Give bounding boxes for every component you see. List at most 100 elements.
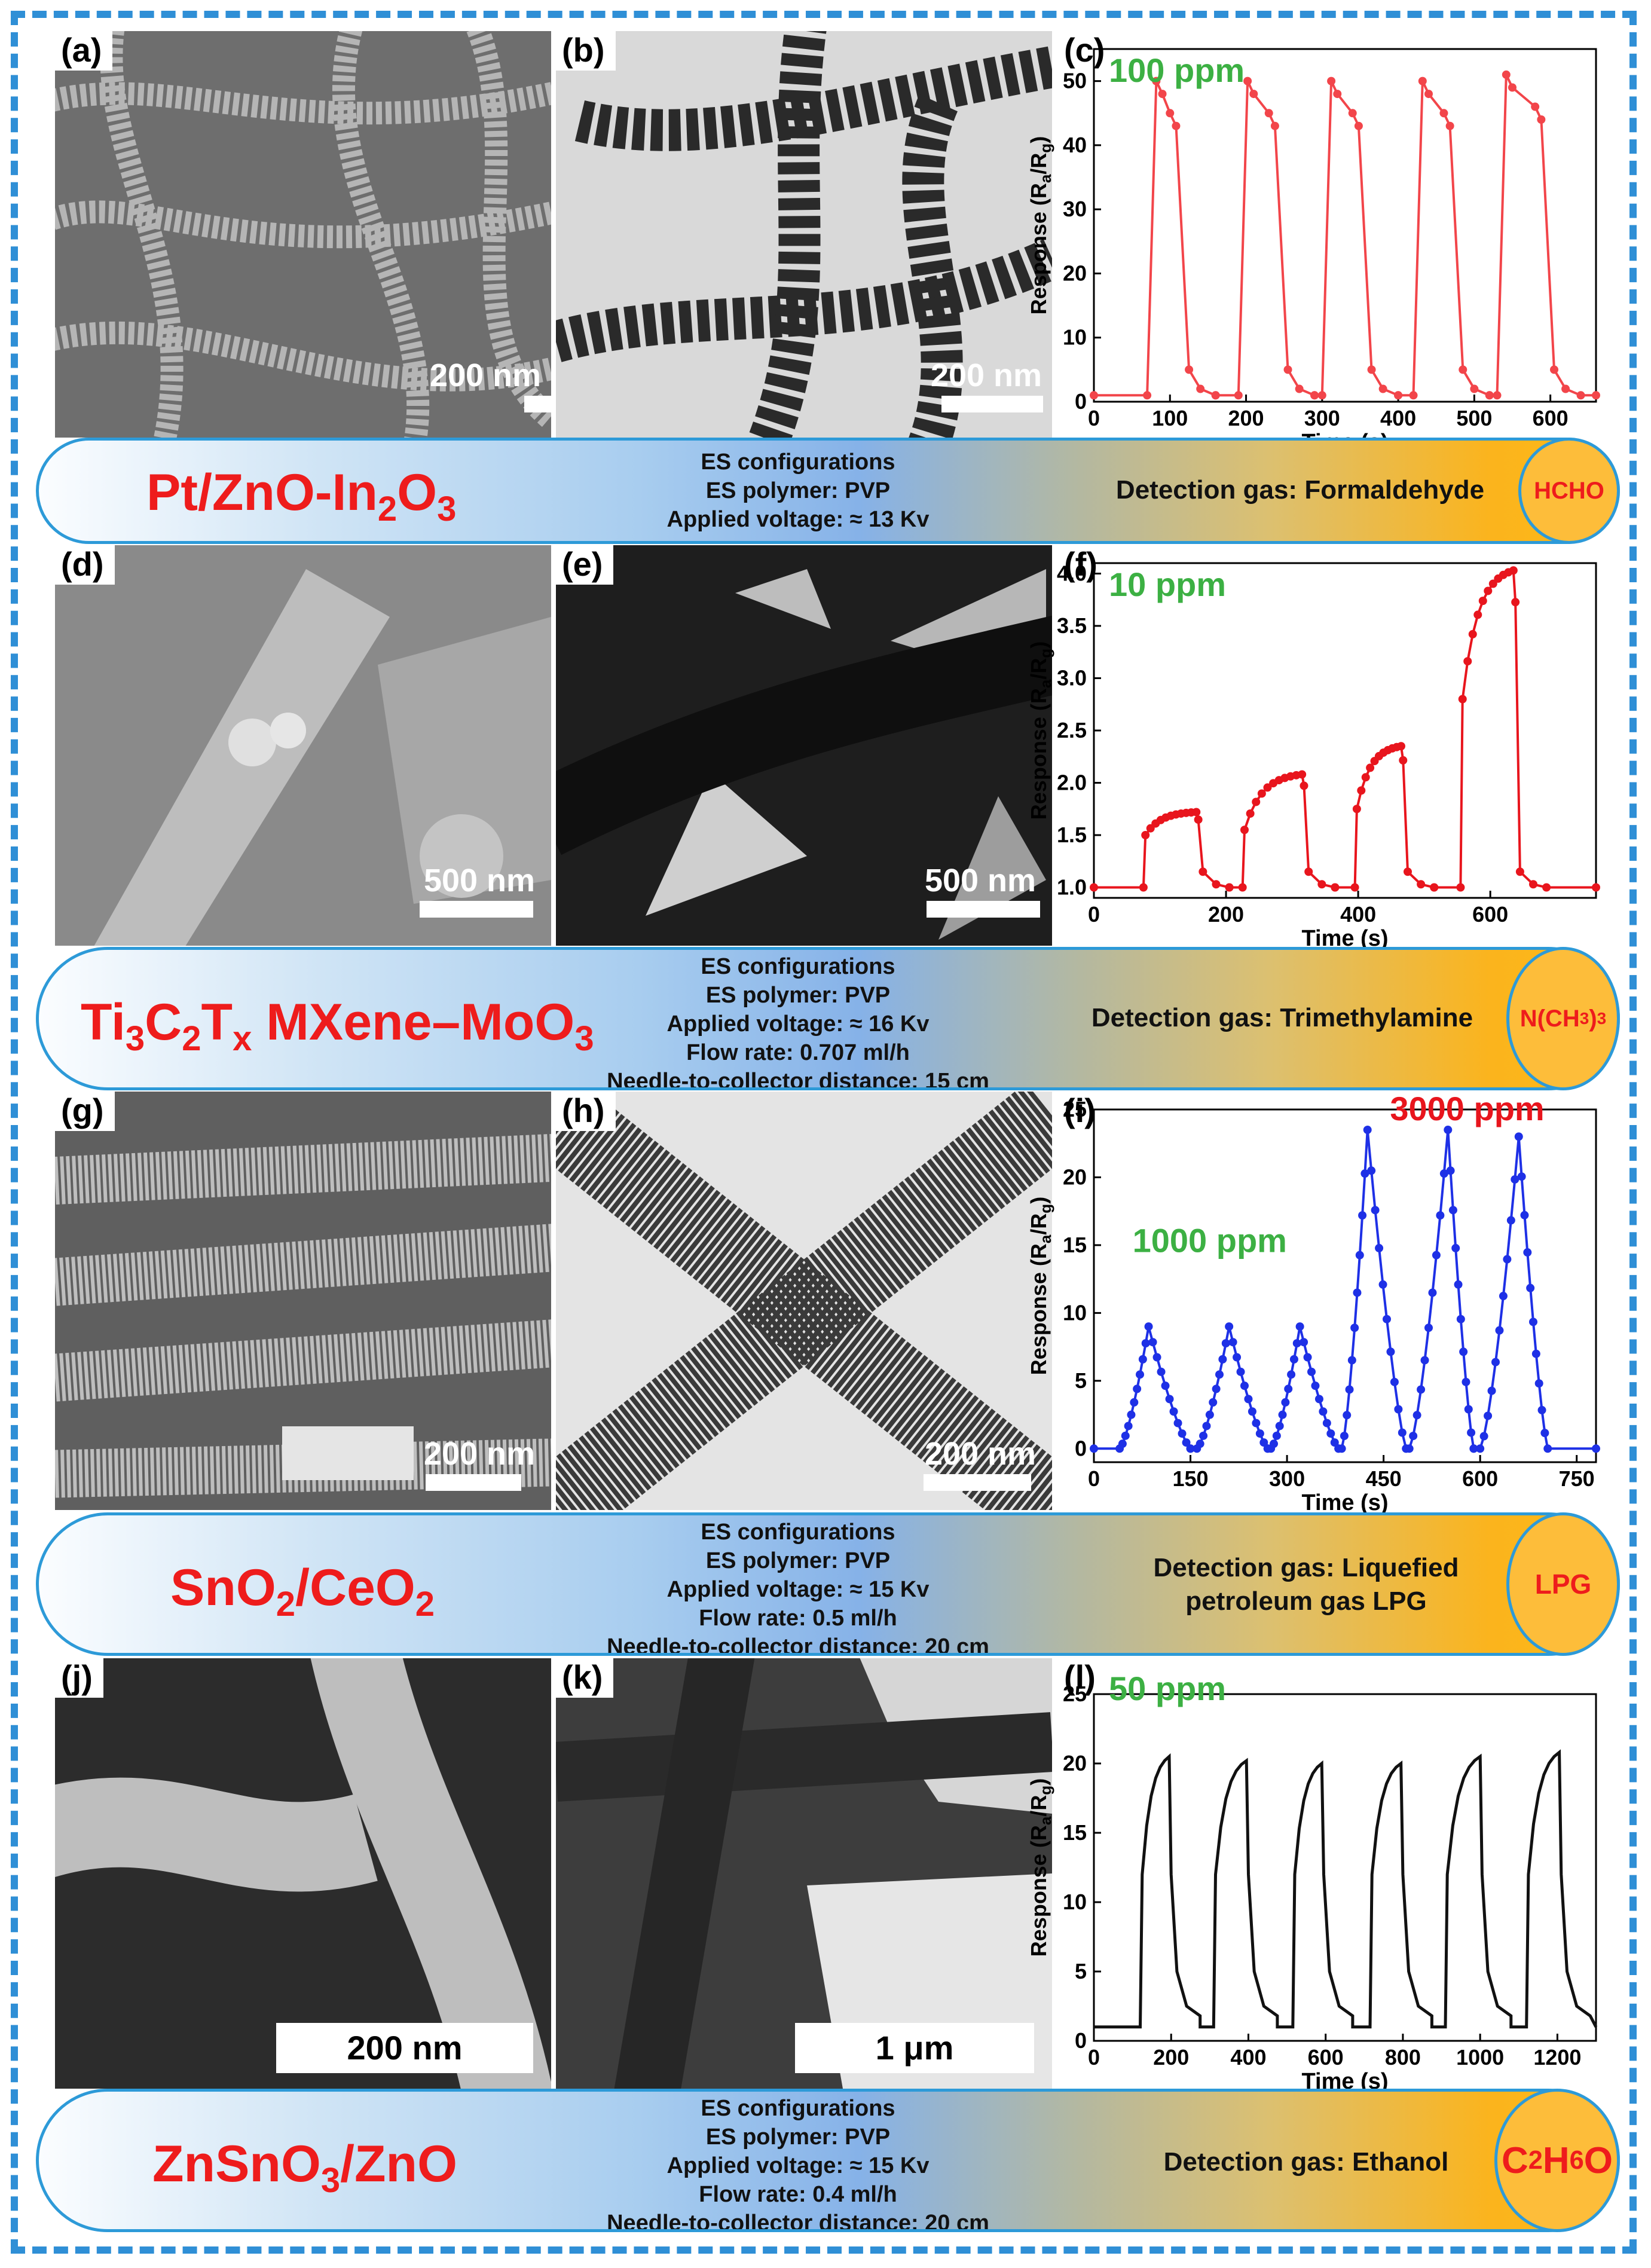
y-tick-label: 25 — [1063, 1682, 1087, 1706]
y-tick-label: 3.5 — [1057, 613, 1087, 638]
data-point — [1317, 880, 1326, 889]
data-point — [1278, 1410, 1287, 1419]
data-point — [1375, 1243, 1384, 1252]
data-point — [1185, 365, 1194, 374]
data-point — [1398, 1428, 1407, 1437]
scale-bar-label: 200 nm — [924, 1436, 1037, 1472]
config-band-1: Pt/ZnO-In2O3 ES configurations ES polymer… — [36, 438, 1620, 544]
data-point — [1259, 1438, 1268, 1447]
x-axis-label: Time (s) — [1301, 1490, 1388, 1515]
x-tick-label: 100 — [1152, 406, 1188, 430]
concentration-label: 10 ppm — [1109, 566, 1226, 603]
x-tick-label: 450 — [1366, 1466, 1402, 1491]
data-point — [1263, 783, 1272, 792]
data-point — [1592, 1444, 1600, 1453]
data-point — [1340, 1432, 1349, 1441]
sem-image-a: (a) 200 nm — [55, 31, 551, 438]
data-point — [1252, 797, 1261, 806]
data-point — [1090, 1444, 1098, 1453]
data-point — [1319, 1407, 1328, 1416]
y-tick-label: 50 — [1063, 69, 1087, 93]
scale-bar-label: 200 nm — [276, 2023, 533, 2073]
scale-bar — [941, 396, 1043, 412]
data-point — [1257, 789, 1266, 798]
panel-label: (e) — [556, 545, 614, 585]
data-point — [1295, 384, 1304, 393]
data-point — [1357, 786, 1366, 795]
data-point — [1459, 1347, 1468, 1356]
x-tick-label: 200 — [1153, 2045, 1189, 2070]
material-name: Pt/ZnO-In2O3 — [146, 464, 457, 529]
scale-bar-label: 1 μm — [795, 2023, 1034, 2073]
data-point — [1529, 880, 1537, 889]
data-point — [1469, 1444, 1478, 1453]
data-point — [1228, 1338, 1237, 1347]
data-point — [1534, 1379, 1543, 1388]
x-tick-label: 600 — [1472, 902, 1508, 927]
data-point — [1281, 1398, 1290, 1407]
data-point — [1399, 756, 1408, 765]
data-point — [1378, 384, 1387, 393]
data-point — [1212, 1384, 1221, 1393]
data-point — [1592, 391, 1600, 400]
data-point — [1454, 1280, 1463, 1289]
data-point — [1526, 1283, 1535, 1292]
y-tick-label: 0 — [1075, 1436, 1087, 1460]
data-point — [1417, 1385, 1426, 1394]
data-point — [1331, 883, 1340, 892]
data-point — [1511, 598, 1520, 607]
data-point — [1485, 391, 1494, 400]
response-curve — [1094, 74, 1596, 397]
x-tick-label: 400 — [1380, 406, 1416, 430]
data-point — [1412, 1411, 1421, 1420]
y-tick-label: 2.5 — [1057, 718, 1087, 742]
data-point — [1248, 1407, 1256, 1416]
data-point — [1205, 1410, 1214, 1419]
data-point — [1166, 109, 1175, 118]
data-point — [1173, 1419, 1182, 1428]
data-point — [1186, 1444, 1195, 1453]
detection-gas: Detection gas: Formaldehyde — [1115, 475, 1485, 505]
data-point — [1543, 1444, 1552, 1453]
y-tick-label: 15 — [1063, 1820, 1087, 1845]
data-point — [1199, 1431, 1208, 1440]
data-point — [1130, 1398, 1139, 1407]
x-tick-label: 600 — [1308, 2045, 1344, 2070]
y-tick-label: 30 — [1063, 197, 1087, 221]
data-point — [1456, 1315, 1465, 1323]
data-point — [1347, 1356, 1356, 1365]
data-point — [1473, 610, 1482, 619]
data-point — [1511, 1175, 1519, 1184]
data-point — [1561, 384, 1570, 393]
data-point — [1152, 77, 1161, 85]
x-tick-label: 0 — [1088, 406, 1100, 430]
data-point — [1520, 1211, 1529, 1219]
tem-image-h: (h) 200 nm — [556, 1092, 1052, 1510]
data-point — [1445, 121, 1454, 130]
panel-label: (a) — [55, 31, 113, 71]
data-point — [1531, 1349, 1540, 1358]
data-point — [1503, 1255, 1512, 1264]
y-tick-label: 1.5 — [1057, 823, 1087, 847]
concentration-label: 100 ppm — [1109, 51, 1245, 89]
data-point — [1363, 1126, 1372, 1135]
data-point — [1322, 1419, 1331, 1428]
panel-label: (b) — [556, 31, 616, 71]
data-point — [1383, 1315, 1391, 1323]
y-tick-label: 15 — [1063, 1233, 1087, 1257]
response-curve — [1094, 1749, 1598, 2029]
data-point — [1182, 1438, 1191, 1447]
data-point — [1451, 1243, 1460, 1252]
data-point — [1212, 880, 1221, 889]
data-point — [1493, 391, 1502, 400]
data-point — [1307, 1367, 1316, 1376]
data-point — [1139, 883, 1148, 892]
data-point — [1405, 1444, 1414, 1453]
y-axis-label: Response (Ra/Rg) — [1026, 641, 1054, 820]
es-configuration: ES configurations ES polymer: PVP Applied … — [607, 954, 989, 1090]
scale-bar — [924, 1474, 1031, 1491]
data-point — [1238, 883, 1247, 892]
data-point — [1218, 1355, 1227, 1364]
data-point — [1090, 883, 1098, 892]
data-point — [1343, 1411, 1352, 1420]
